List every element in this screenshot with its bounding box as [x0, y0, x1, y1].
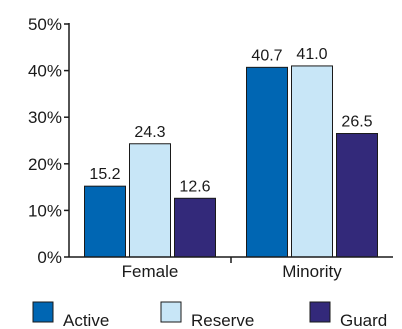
value-label: 24.3 [134, 124, 165, 141]
legend-swatch-active [32, 301, 54, 323]
legend-swatch-reserve [160, 301, 182, 323]
bar-reserve-minority [291, 65, 333, 258]
bar-active-minority [246, 66, 288, 258]
value-label: 26.5 [341, 114, 372, 131]
y-tick-label: 0% [37, 248, 62, 267]
value-label: 41.0 [296, 46, 327, 63]
legend: Active Reserve Guard [32, 301, 387, 329]
x-category-label: Female [122, 262, 179, 281]
value-label: 12.6 [179, 178, 210, 195]
value-label: 40.7 [251, 47, 282, 64]
value-label: 15.2 [89, 166, 120, 183]
y-tick-label: 30% [28, 108, 62, 127]
bar-active-female [84, 185, 126, 258]
value-labels: 15.2 24.3 12.6 40.7 41.0 26.5 [89, 46, 372, 195]
y-tick-label: 40% [28, 62, 62, 81]
bar-guard-minority [336, 133, 378, 258]
y-tick-label: 20% [28, 155, 62, 174]
bars [84, 65, 378, 258]
x-axis: Female Minority [69, 256, 393, 281]
legend-label-guard: Guard [340, 311, 387, 329]
y-axis: 0% 10% 20% 30% 40% 50% [28, 15, 70, 267]
x-category-label: Minority [282, 262, 342, 281]
y-tick-label: 10% [28, 201, 62, 220]
bar-guard-female [174, 197, 216, 258]
legend-label-reserve: Reserve [191, 311, 254, 329]
y-tick-label: 50% [28, 15, 62, 34]
legend-swatch-guard [309, 301, 331, 323]
legend-label-active: Active [63, 311, 109, 329]
bar-reserve-female [129, 143, 171, 258]
